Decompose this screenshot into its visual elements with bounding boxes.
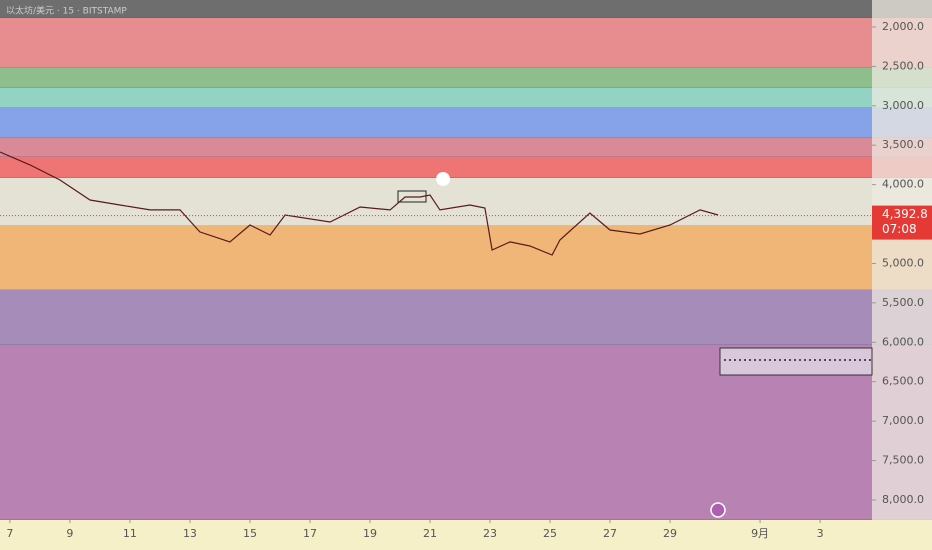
y-tick-label: 5,500.0 bbox=[882, 296, 924, 309]
y-tick-label: 2,000.0 bbox=[882, 20, 924, 33]
y-tick-label: 2,500.0 bbox=[882, 59, 924, 72]
plot-area bbox=[0, 0, 932, 521]
x-tick-label: 9月 bbox=[751, 527, 769, 540]
x-tick-label: 29 bbox=[663, 527, 677, 540]
price-zone bbox=[0, 178, 932, 227]
price-zone bbox=[0, 137, 932, 158]
last-price-tag bbox=[872, 205, 932, 240]
time-axis bbox=[0, 520, 932, 550]
price-axis bbox=[872, 0, 932, 520]
y-tick-label: 3,000.0 bbox=[882, 99, 924, 112]
countdown: 07:08 bbox=[882, 222, 917, 236]
x-tick-label: 11 bbox=[123, 527, 137, 540]
x-tick-label: 13 bbox=[183, 527, 197, 540]
price-line bbox=[0, 151, 719, 256]
y-tick-label: 6,500.0 bbox=[882, 375, 924, 388]
drawing-box bbox=[397, 190, 427, 203]
x-tick-label: 9 bbox=[66, 527, 73, 540]
y-tick-label: 4,000.0 bbox=[882, 178, 924, 191]
drawing-box bbox=[719, 347, 873, 376]
last-price-label: 4,392.8 bbox=[882, 207, 928, 221]
x-tick-label: 19 bbox=[363, 527, 377, 540]
x-tick-label: 17 bbox=[303, 527, 317, 540]
x-tick-label: 7 bbox=[6, 527, 13, 540]
y-tick-label: 8,000.0 bbox=[882, 493, 924, 506]
x-tick-label: 15 bbox=[243, 527, 257, 540]
price-zone bbox=[0, 0, 932, 18]
y-tick-label: 3,500.0 bbox=[882, 138, 924, 151]
chart-title: 以太坊/美元 · 15 · BITSTAMP bbox=[6, 5, 127, 17]
y-tick-label: 6,000.0 bbox=[882, 335, 924, 348]
y-tick-label: 5,000.0 bbox=[882, 256, 924, 269]
y-tick-label: 7,000.0 bbox=[882, 414, 924, 427]
x-tick-label: 23 bbox=[483, 527, 497, 540]
x-tick-label: 27 bbox=[603, 527, 617, 540]
price-zone bbox=[0, 289, 932, 345]
x-tick-label: 25 bbox=[543, 527, 557, 540]
x-tick-label: 21 bbox=[423, 527, 437, 540]
y-tick-label: 7,500.0 bbox=[882, 454, 924, 467]
pin-icon[interactable] bbox=[436, 172, 451, 186]
event-icon[interactable] bbox=[710, 502, 726, 518]
price-zone bbox=[0, 107, 932, 138]
price-zone bbox=[0, 17, 932, 68]
price-zone bbox=[0, 226, 932, 290]
price-zone bbox=[0, 87, 932, 108]
x-tick-label: 3 bbox=[817, 527, 824, 540]
price-zone bbox=[0, 157, 932, 179]
price-zone bbox=[0, 67, 932, 88]
